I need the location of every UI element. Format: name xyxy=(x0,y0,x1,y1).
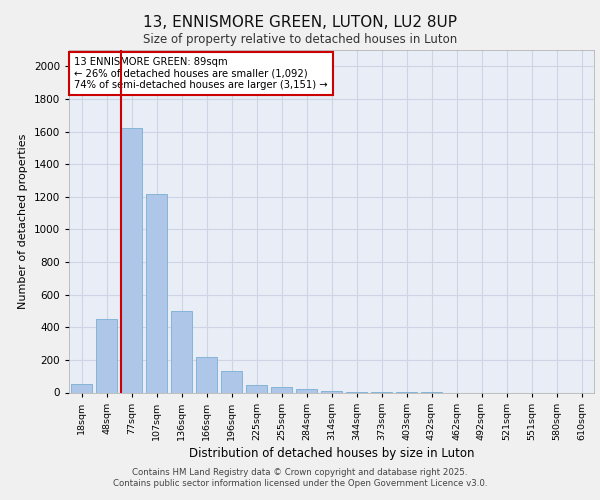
Bar xyxy=(71,384,92,392)
Y-axis label: Number of detached properties: Number of detached properties xyxy=(18,134,28,309)
Bar xyxy=(196,356,217,392)
Bar xyxy=(296,389,317,392)
Bar xyxy=(271,387,292,392)
X-axis label: Distribution of detached houses by size in Luton: Distribution of detached houses by size … xyxy=(189,447,474,460)
Bar xyxy=(171,311,192,392)
Bar xyxy=(96,319,117,392)
Text: Size of property relative to detached houses in Luton: Size of property relative to detached ho… xyxy=(143,32,457,46)
Bar xyxy=(246,385,267,392)
Text: 13, ENNISMORE GREEN, LUTON, LU2 8UP: 13, ENNISMORE GREEN, LUTON, LU2 8UP xyxy=(143,15,457,30)
Bar xyxy=(121,128,142,392)
Text: 13 ENNISMORE GREEN: 89sqm
← 26% of detached houses are smaller (1,092)
74% of se: 13 ENNISMORE GREEN: 89sqm ← 26% of detac… xyxy=(74,57,328,90)
Bar xyxy=(221,372,242,392)
Bar xyxy=(146,194,167,392)
Text: Contains HM Land Registry data © Crown copyright and database right 2025.
Contai: Contains HM Land Registry data © Crown c… xyxy=(113,468,487,487)
Bar xyxy=(321,391,342,392)
